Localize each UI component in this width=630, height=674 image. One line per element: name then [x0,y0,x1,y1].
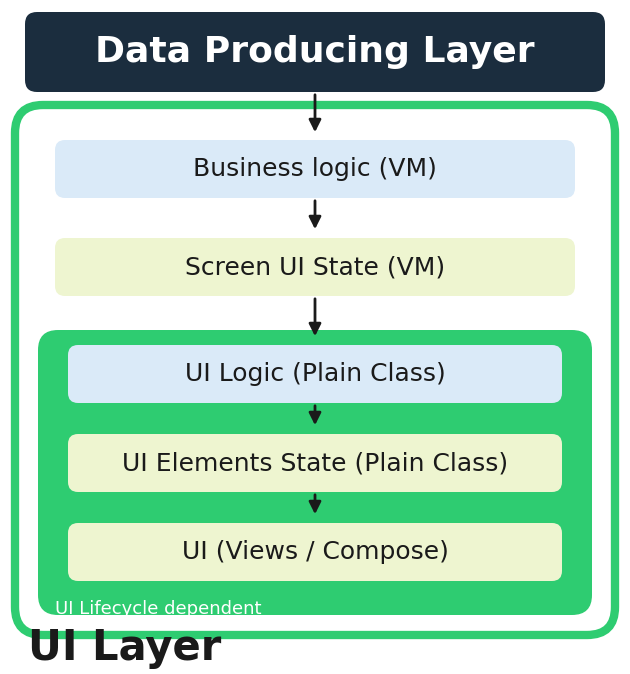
Text: UI Elements State (Plain Class): UI Elements State (Plain Class) [122,451,508,475]
Text: UI Logic (Plain Class): UI Logic (Plain Class) [185,362,445,386]
FancyBboxPatch shape [15,105,615,635]
FancyBboxPatch shape [25,12,605,92]
Text: Screen UI State (VM): Screen UI State (VM) [185,255,445,279]
FancyBboxPatch shape [68,434,562,492]
Text: UI (Views / Compose): UI (Views / Compose) [181,540,449,564]
Text: UI Lifecycle dependent: UI Lifecycle dependent [55,600,261,618]
FancyBboxPatch shape [68,345,562,403]
Text: Business logic (VM): Business logic (VM) [193,157,437,181]
FancyBboxPatch shape [55,140,575,198]
FancyBboxPatch shape [38,330,592,615]
FancyBboxPatch shape [68,523,562,581]
Text: Data Producing Layer: Data Producing Layer [95,35,535,69]
FancyBboxPatch shape [55,238,575,296]
Text: UI Layer: UI Layer [28,627,221,669]
